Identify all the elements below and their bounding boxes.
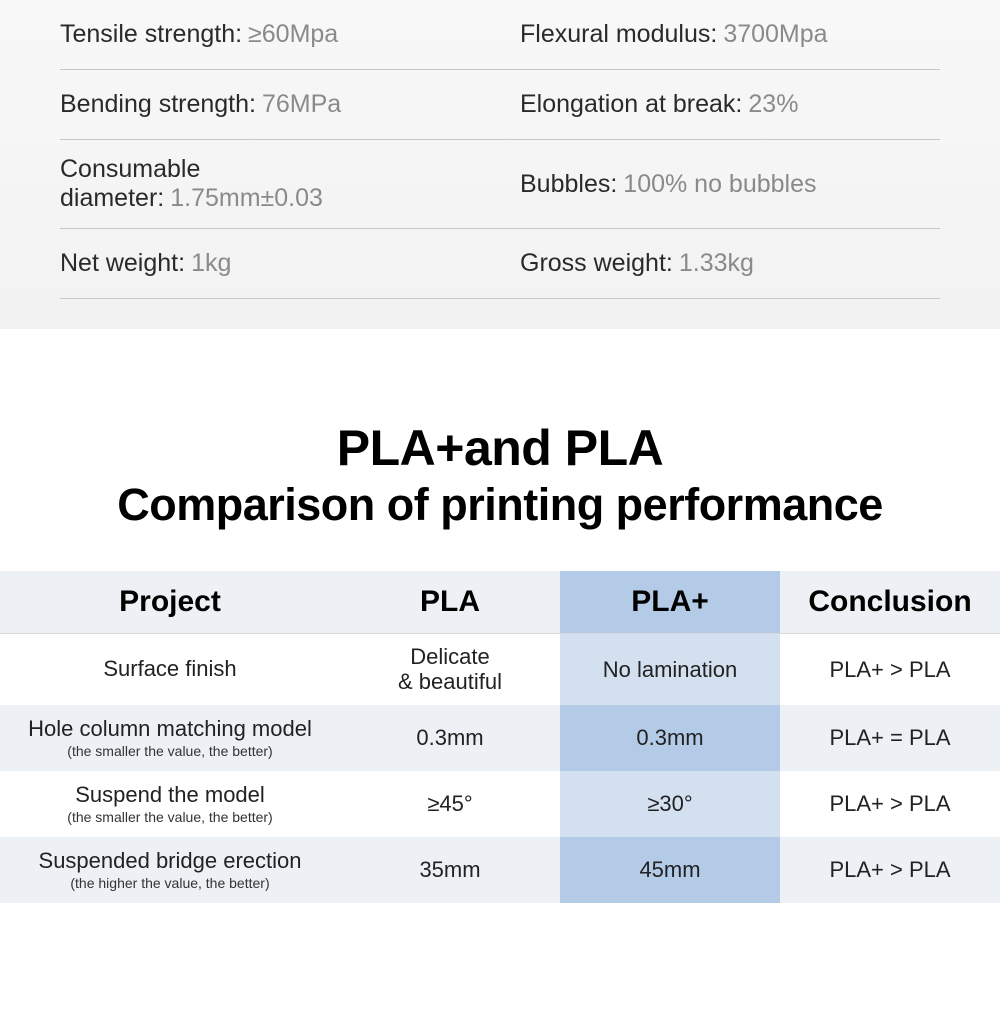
title-section: PLA+and PLA Comparison of printing perfo… xyxy=(0,329,1000,571)
project-note: (the smaller the value, the better) xyxy=(6,743,334,759)
spec-row: Tensile strength: ≥60Mpa Flexural modulu… xyxy=(60,0,940,70)
spec-cell: Consumable diameter: 1.75mm±0.03 xyxy=(60,140,500,228)
cell-plaplus: 45mm xyxy=(560,837,780,903)
cell-conclusion: PLA+ > PLA xyxy=(780,634,1000,705)
col-project: Project xyxy=(0,571,340,634)
col-plaplus: PLA+ xyxy=(560,571,780,634)
spec-label: Bending strength: xyxy=(60,90,256,119)
project-text: Suspended bridge erection xyxy=(39,848,302,873)
spec-cell: Elongation at break: 23% xyxy=(500,75,940,134)
cell-conclusion: PLA+ > PLA xyxy=(780,837,1000,903)
spec-cell: Flexural modulus: 3700Mpa xyxy=(500,5,940,64)
table-row: Hole column matching model (the smaller … xyxy=(0,705,1000,771)
spec-label: diameter: xyxy=(60,184,164,213)
col-conclusion: Conclusion xyxy=(780,571,1000,634)
spec-label: Flexural modulus: xyxy=(520,20,717,49)
comparison-table: Project PLA PLA+ Conclusion Surface fini… xyxy=(0,571,1000,903)
spec-value: 76MPa xyxy=(262,90,341,119)
spec-label: Net weight: xyxy=(60,249,185,278)
spec-cell: Bending strength: 76MPa xyxy=(60,75,500,134)
spec-label: Elongation at break: xyxy=(520,90,742,119)
cell-plaplus: 0.3mm xyxy=(560,705,780,771)
cell-project: Surface finish xyxy=(0,634,340,705)
spec-cell: Tensile strength: ≥60Mpa xyxy=(60,5,500,64)
spec-value: ≥60Mpa xyxy=(248,20,338,49)
cell-pla: Delicate& beautiful xyxy=(340,634,560,705)
cell-pla: 35mm xyxy=(340,837,560,903)
spec-row: Bending strength: 76MPa Elongation at br… xyxy=(60,70,940,140)
project-note: (the higher the value, the better) xyxy=(6,875,334,891)
spec-value: 3700Mpa xyxy=(723,20,827,49)
cell-plaplus: ≥30° xyxy=(560,771,780,837)
spec-label: Tensile strength: xyxy=(60,20,242,49)
spec-label: Consumable xyxy=(60,155,200,184)
cell-project: Hole column matching model (the smaller … xyxy=(0,705,340,771)
cell-project: Suspend the model (the smaller the value… xyxy=(0,771,340,837)
spec-value: 23% xyxy=(748,90,798,119)
spec-cell: Net weight: 1kg xyxy=(60,234,500,293)
project-note: (the smaller the value, the better) xyxy=(6,809,334,825)
title-line-1: PLA+and PLA xyxy=(20,419,980,477)
spec-label: Gross weight: xyxy=(520,249,673,278)
table-row: Suspend the model (the smaller the value… xyxy=(0,771,1000,837)
spec-value: 1.33kg xyxy=(679,249,754,278)
table-header-row: Project PLA PLA+ Conclusion xyxy=(0,571,1000,634)
spec-value: 1kg xyxy=(191,249,231,278)
project-text: Hole column matching model xyxy=(28,716,312,741)
cell-conclusion: PLA+ > PLA xyxy=(780,771,1000,837)
cell-pla: 0.3mm xyxy=(340,705,560,771)
col-pla: PLA xyxy=(340,571,560,634)
cell-pla: ≥45° xyxy=(340,771,560,837)
table-row: Surface finish Delicate& beautiful No la… xyxy=(0,634,1000,705)
project-text: Suspend the model xyxy=(75,782,265,807)
cell-project: Suspended bridge erection (the higher th… xyxy=(0,837,340,903)
spec-value: 1.75mm±0.03 xyxy=(170,184,323,213)
specs-section: Tensile strength: ≥60Mpa Flexural modulu… xyxy=(0,0,1000,329)
spec-value: 100% no bubbles xyxy=(623,170,816,199)
cell-conclusion: PLA+ = PLA xyxy=(780,705,1000,771)
table-row: Suspended bridge erection (the higher th… xyxy=(0,837,1000,903)
spec-cell: Bubbles: 100% no bubbles xyxy=(500,155,940,214)
spec-cell: Gross weight: 1.33kg xyxy=(500,234,940,293)
spec-row: Net weight: 1kg Gross weight: 1.33kg xyxy=(60,229,940,299)
title-line-2: Comparison of printing performance xyxy=(20,479,980,531)
spec-label: Bubbles: xyxy=(520,170,617,199)
cell-plaplus: No lamination xyxy=(560,634,780,705)
project-text: Surface finish xyxy=(103,656,236,681)
spec-row: Consumable diameter: 1.75mm±0.03 Bubbles… xyxy=(60,140,940,229)
